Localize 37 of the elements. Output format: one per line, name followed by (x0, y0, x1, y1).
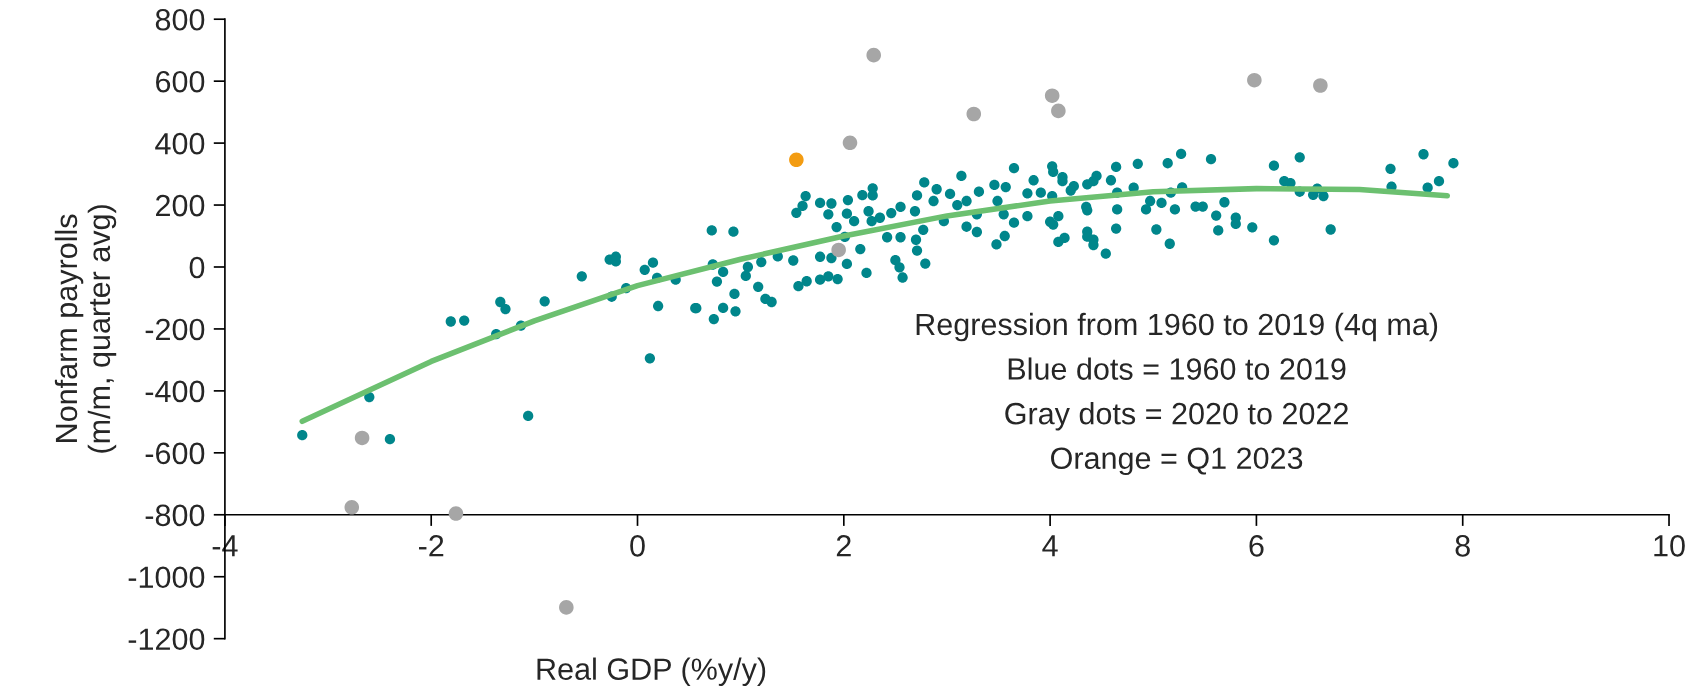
x-tick-label: 8 (1455, 535, 1470, 557)
y-tick-label: -600 (145, 442, 205, 465)
y-tick-label: 0 (189, 256, 205, 279)
y-tick-label: -1200 (128, 628, 205, 651)
point (866, 47, 882, 63)
x-axis-title: Real GDP (%y/y) (537, 657, 766, 686)
point (448, 506, 464, 521)
y-tick-label: 800 (155, 8, 205, 31)
x-tick-label: 10 (1654, 535, 1685, 557)
x-tick-label: 2 (836, 535, 851, 557)
point (1044, 88, 1060, 103)
point (842, 135, 858, 151)
x-tick-label: 0 (630, 535, 645, 557)
point (559, 600, 574, 615)
point (789, 152, 804, 168)
y-tick-label: 200 (156, 194, 205, 217)
point (966, 106, 982, 122)
annotation: Blue dots = 1960 to 2019 (1008, 357, 1346, 380)
annotation: Orange = Q1 2023 (1051, 447, 1303, 476)
x-tick-label: 6 (1249, 535, 1264, 557)
y-tick-label: -200 (145, 318, 205, 341)
point (354, 430, 370, 446)
point (1051, 103, 1066, 119)
y-tick-label: 600 (156, 70, 205, 93)
annotation: Regression from 1960 to 2019 (4q ma) (916, 312, 1438, 342)
point (831, 242, 846, 258)
annotation: Gray dots = 2020 to 2022 (1005, 402, 1348, 431)
y-tick-label: -400 (145, 380, 205, 403)
y-tick-label: -800 (145, 504, 205, 527)
x-tick-label: -2 (418, 535, 444, 557)
point (1313, 78, 1328, 93)
point (1247, 72, 1262, 88)
y-axis-title: Nonfarm payrolls (m/m, quarter avg) (54, 205, 117, 453)
y-tick-label: -1000 (128, 566, 205, 589)
x-tick-label: 4 (1042, 535, 1058, 557)
y-tick-label: 400 (155, 132, 205, 155)
point (344, 500, 360, 515)
